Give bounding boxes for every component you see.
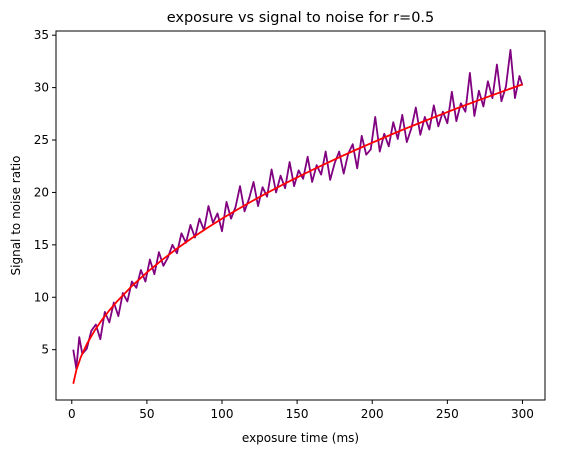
y-tick-label: 20: [34, 185, 49, 199]
x-tick-label: 150: [286, 407, 309, 421]
y-tick-label: 5: [41, 343, 49, 357]
measured-series-line: [72, 48, 524, 370]
y-axis-label: Signal to noise ratio: [9, 156, 23, 276]
x-axis-label: exposure time (ms): [242, 431, 359, 445]
y-tick-label: 10: [34, 290, 49, 304]
x-axis-ticks: 0 50 100 150 200 250 300: [68, 400, 534, 421]
x-tick-label: 50: [139, 407, 154, 421]
y-tick-label: 15: [34, 238, 49, 252]
fit-series-line: [72, 83, 523, 384]
x-tick-label: 200: [361, 407, 384, 421]
x-tick-label: 0: [68, 407, 76, 421]
x-tick-label: 100: [211, 407, 234, 421]
chart-title: exposure vs signal to noise for r=0.5: [167, 10, 435, 26]
y-axis-ticks: 5 10 15 20 25 30 35: [34, 28, 56, 357]
y-tick-label: 30: [34, 81, 49, 95]
plot-area: [72, 48, 524, 384]
axes-frame: [55, 30, 546, 401]
x-tick-label: 250: [436, 407, 459, 421]
y-tick-label: 25: [34, 133, 49, 147]
x-tick-label: 300: [511, 407, 534, 421]
y-tick-label: 35: [34, 28, 49, 42]
